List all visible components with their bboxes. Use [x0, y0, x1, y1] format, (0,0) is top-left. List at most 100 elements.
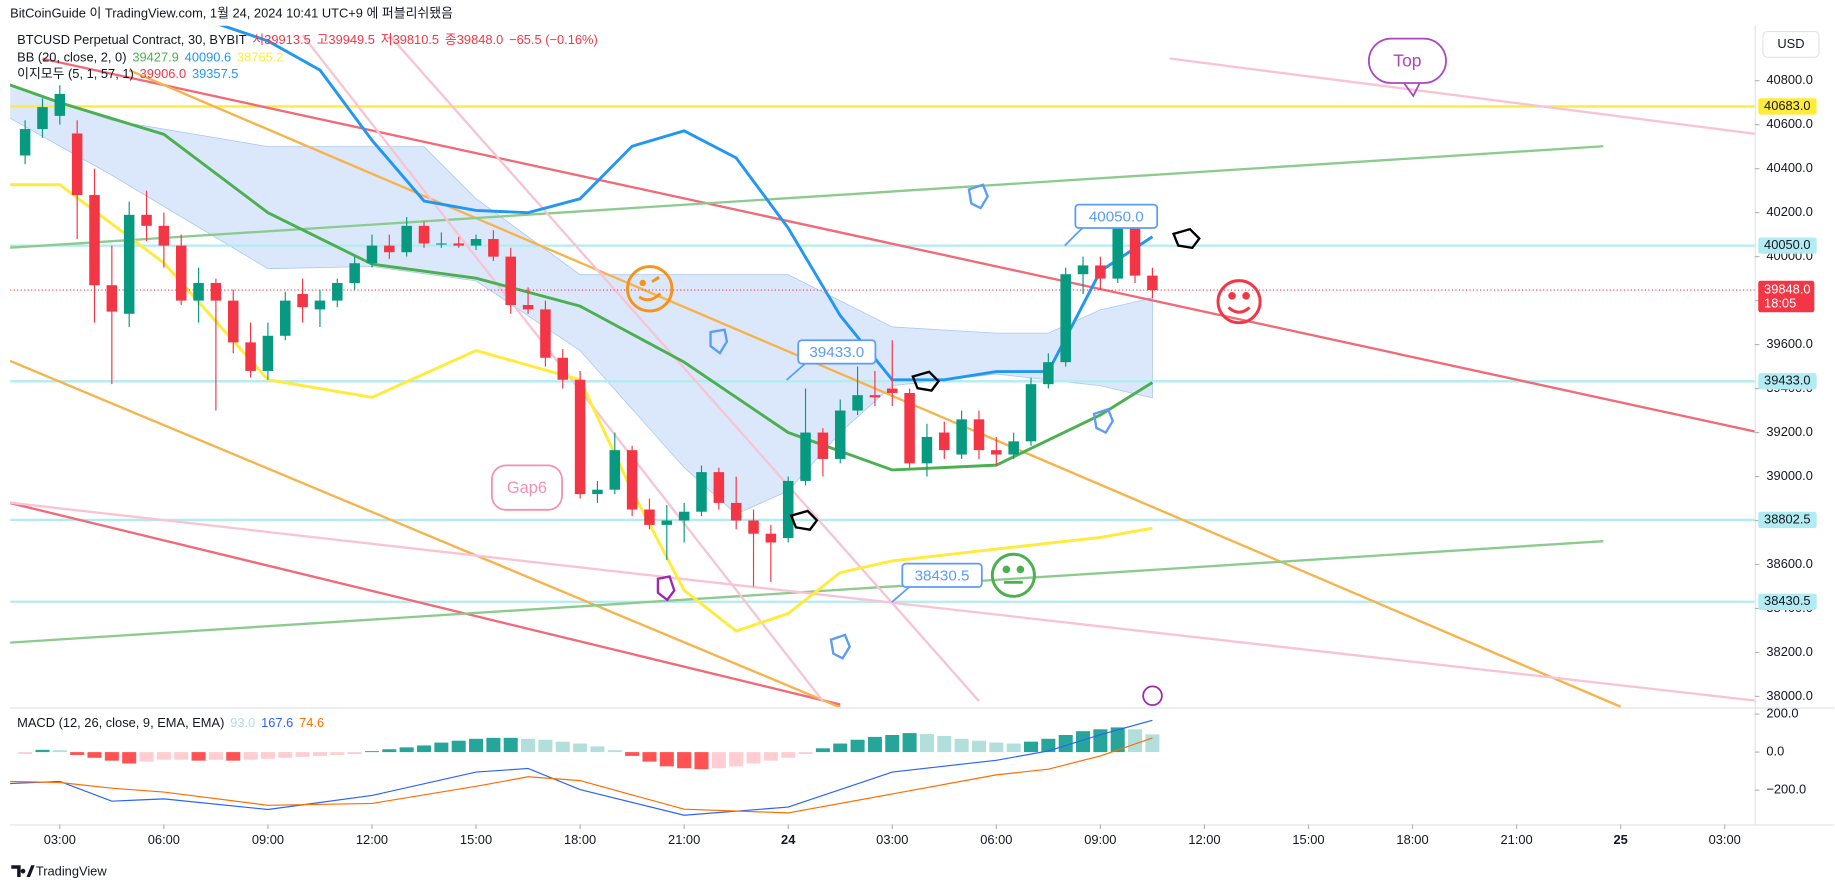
- bb-title: BB (20, close, 2, 0): [17, 50, 126, 65]
- legend: BTCUSD Perpetual Contract, 30, BYBIT 시399…: [17, 32, 598, 47]
- candle-body: [401, 225, 412, 253]
- histogram-bar: [902, 733, 917, 753]
- callout-pointer: [1064, 227, 1083, 247]
- histogram-bar: [590, 746, 605, 753]
- histogram-bar: [1058, 734, 1073, 753]
- candle-body: [713, 472, 725, 503]
- callout-text: 38430.5: [915, 567, 970, 584]
- level-label-bg: [1758, 237, 1817, 254]
- signal-value: 74.6: [299, 715, 324, 730]
- macd-title: MACD (12, 26, close, 9, EMA, EMA): [17, 715, 224, 730]
- histogram-bar: [573, 743, 588, 753]
- candle-body: [991, 450, 1002, 455]
- axes: 38000.038200.038400.038600.038800.039000…: [10, 25, 1835, 847]
- candle-body: [262, 335, 274, 371]
- histogram-bar: [642, 752, 657, 762]
- ohlc-value: −65.5 (−0.16%): [509, 32, 598, 47]
- candle-body: [921, 436, 933, 464]
- y-tick-label: 38600.0: [1766, 556, 1812, 571]
- candle-body: [730, 502, 742, 521]
- candle-body: [210, 283, 222, 301]
- level-label: 40683.0: [1764, 98, 1810, 113]
- histogram-bar: [538, 739, 553, 753]
- x-tick-label: 06:00: [148, 832, 180, 847]
- candle-body: [1147, 275, 1158, 291]
- trendline: [1169, 57, 1755, 135]
- histogram-bar: [833, 743, 848, 753]
- candle-body: [644, 509, 655, 525]
- callout-pointer: [785, 362, 806, 381]
- trendline: [10, 145, 1604, 249]
- candle-body: [332, 283, 343, 301]
- histogram-bar: [1128, 729, 1143, 753]
- histogram-bar: [885, 734, 900, 753]
- callout-box: [901, 562, 983, 588]
- candle-body: [887, 388, 898, 393]
- candle-body: [1025, 384, 1037, 442]
- macd-y-tick-label: 0.0: [1766, 743, 1784, 758]
- candle-body: [748, 520, 759, 534]
- histogram-bar: [451, 740, 466, 753]
- candle-body: [245, 342, 256, 371]
- pointer-icons: [656, 183, 1201, 660]
- histogram-bar: [174, 752, 189, 760]
- level-label: 40050.0: [1764, 237, 1810, 252]
- histogram-bar: [954, 738, 969, 753]
- candle-body: [1112, 217, 1123, 279]
- histogram-bar: [746, 752, 761, 764]
- ohlc-value: 시39913.5: [252, 32, 310, 47]
- x-tick-label: 12:00: [1188, 832, 1220, 847]
- histogram-bar: [35, 749, 50, 753]
- histogram-bar: [18, 752, 33, 755]
- x-tick-label: 15:00: [460, 832, 492, 847]
- countdown-label: 18:05: [1764, 295, 1796, 310]
- callout-box: [797, 339, 877, 365]
- candle-body: [488, 239, 499, 257]
- histogram-bar: [867, 736, 882, 753]
- trendline: [10, 501, 1755, 702]
- currency-button[interactable]: [1762, 30, 1820, 58]
- candle-body: [1043, 362, 1054, 385]
- candle-body: [817, 432, 829, 459]
- candle-body: [349, 263, 360, 284]
- publisher-note: BitCoinGuide 이 TradingView.com, 1월 24, 2…: [10, 5, 453, 20]
- candle-body: [141, 214, 152, 226]
- x-tick-label: 12:00: [356, 832, 388, 847]
- symbol-title: BTCUSD Perpetual Contract, 30, BYBIT: [17, 32, 247, 47]
- legend: MACD (12, 26, close, 9, EMA, EMA) 93.0 167…: [17, 715, 324, 730]
- candle-body: [557, 357, 569, 380]
- ohlc-value: 종39848.0: [445, 32, 503, 47]
- cloud-upper-value: 39906.0: [140, 66, 186, 81]
- candle-body: [227, 300, 239, 343]
- bb-line: [218, 25, 1154, 382]
- macd-y-tick-label: 200.0: [1766, 705, 1798, 720]
- candle-body: [1077, 265, 1089, 275]
- x-tick-label: 21:00: [668, 832, 700, 847]
- histogram-bar: [156, 752, 171, 760]
- histogram-bar: [781, 752, 796, 758]
- candle-body: [123, 214, 135, 314]
- callout-box: [1074, 203, 1159, 229]
- x-tick-label: 15:00: [1292, 832, 1324, 847]
- ohlc-value: 저39810.5: [381, 32, 439, 47]
- histogram-bar: [1023, 741, 1039, 753]
- candle-body: [470, 239, 482, 246]
- candle-body: [834, 410, 846, 459]
- x-tick-label: 09:00: [1084, 832, 1116, 847]
- x-tick-label: 03:00: [876, 832, 908, 847]
- histogram-bar: [625, 752, 640, 756]
- candle-body: [106, 285, 118, 312]
- x-tick-label: 18:00: [1396, 832, 1428, 847]
- histogram-bar: [330, 752, 345, 755]
- candle-body: [1060, 274, 1071, 363]
- histogram-bar: [989, 742, 1004, 753]
- y-tick-label: 40200.0: [1766, 204, 1812, 219]
- candle-body: [505, 256, 516, 306]
- histogram-bar: [226, 752, 241, 761]
- candle-body: [314, 300, 326, 310]
- histogram-bar: [1076, 731, 1091, 753]
- histogram-bar: [607, 750, 622, 753]
- callout-text: Gap6: [507, 479, 547, 497]
- candle-body: [1095, 265, 1106, 279]
- callout-pointer: [891, 586, 910, 603]
